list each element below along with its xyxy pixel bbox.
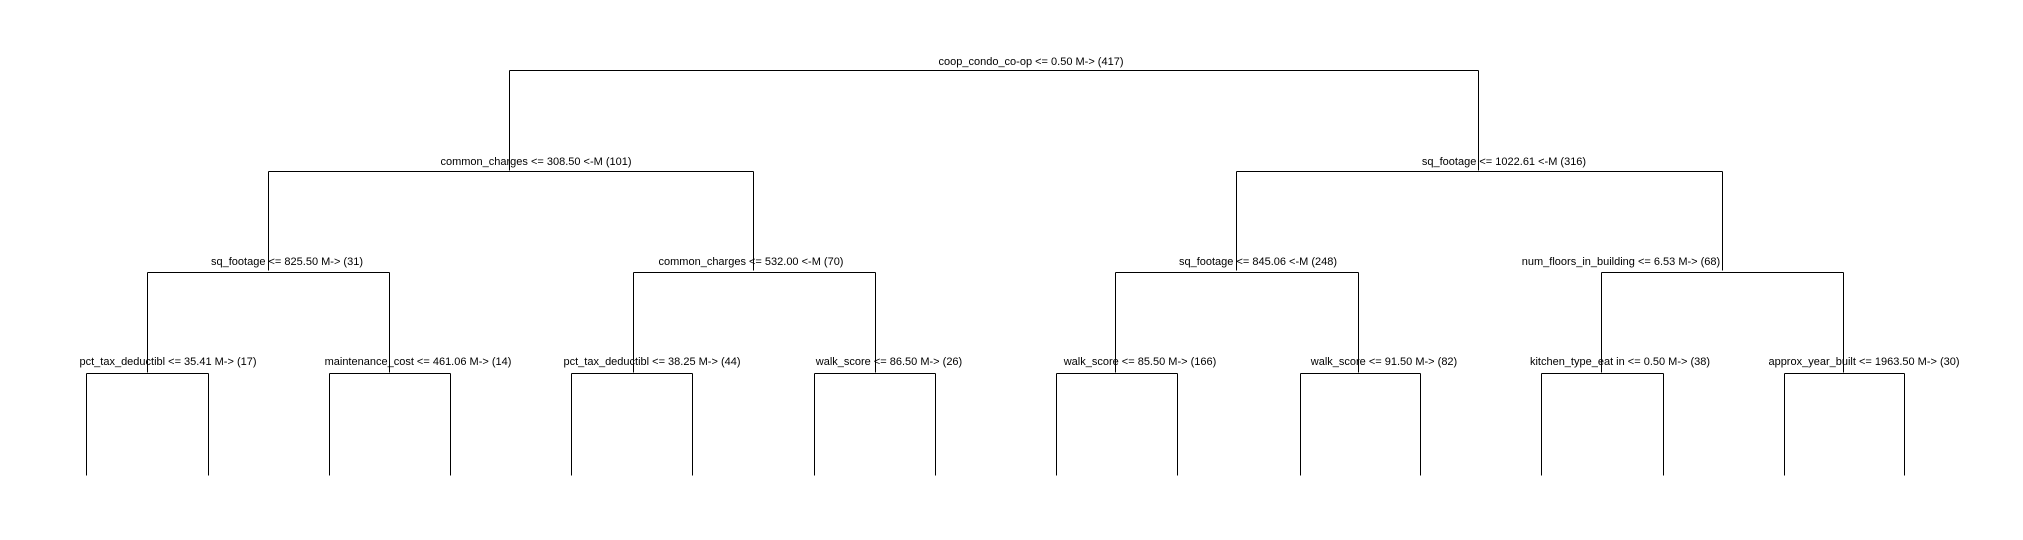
node-label-n3: sq_footage <= 1022.61 <-M (316)	[1422, 156, 1586, 168]
node-label-n2: common_charges <= 308.50 <-M (101)	[440, 156, 631, 168]
tree-edges	[86, 70, 1905, 476]
node-label-n10: pct_tax_deductibl <= 38.25 M-> (44)	[563, 356, 740, 368]
node-label-n8: pct_tax_deductibl <= 35.41 M-> (17)	[79, 356, 256, 368]
node-label-n12: walk_score <= 85.50 M-> (166)	[1063, 356, 1217, 368]
node-label-n14: kitchen_type_eat in <= 0.50 M-> (38)	[1530, 356, 1710, 368]
tree-node-labels: coop_condo_co-op <= 0.50 M-> (417) common…	[79, 56, 1959, 368]
node-label-n6: sq_footage <= 845.06 <-M (248)	[1179, 256, 1337, 268]
node-label-n5: common_charges <= 532.00 <-M (70)	[659, 256, 844, 268]
node-label-n11: walk_score <= 86.50 M-> (26)	[815, 356, 962, 368]
node-label-n4: sq_footage <= 825.50 M-> (31)	[211, 256, 363, 268]
node-label-n1: coop_condo_co-op <= 0.50 M-> (417)	[939, 56, 1124, 68]
node-label-n9: maintenance_cost <= 461.06 M-> (14)	[325, 356, 512, 368]
node-label-n7: num_floors_in_building <= 6.53 M-> (68)	[1522, 256, 1720, 268]
node-label-n13: walk_score <= 91.50 M-> (82)	[1310, 356, 1457, 368]
node-label-n15: approx_year_built <= 1963.50 M-> (30)	[1768, 356, 1959, 368]
